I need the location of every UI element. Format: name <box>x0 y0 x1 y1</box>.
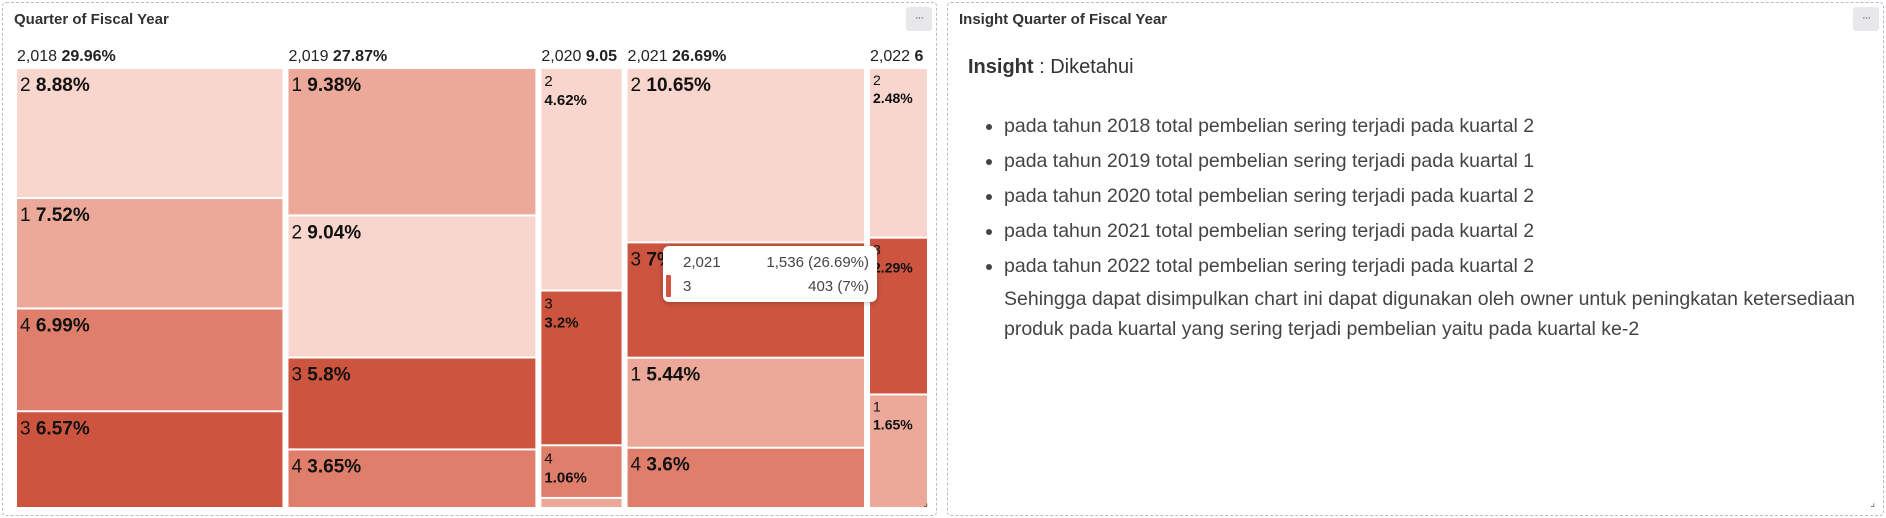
insight-value: : Diketahui <box>1039 56 1134 78</box>
insight-heading: Insight : Diketahui <box>968 56 1134 79</box>
insight-panel: Insight Quarter of Fiscal Year ··· Insig… <box>947 2 1884 516</box>
list-item: pada tahun 2020 total pembelian sering t… <box>1004 179 1886 214</box>
mosaic-cell[interactable] <box>288 69 536 215</box>
insight-list: pada tahun 2018 total pembelian sering t… <box>968 109 1886 344</box>
column-year-label: 2,021 26.69% <box>628 48 727 65</box>
cell-label: 1 7.52% <box>20 205 90 226</box>
mosaic-cell[interactable] <box>541 291 622 445</box>
mosaic-cell[interactable] <box>870 395 927 507</box>
tooltip-quarter-value: 403 (7%) <box>808 278 869 295</box>
cell-value-label: 2.29% <box>873 260 913 276</box>
cell-label: 4 3.6% <box>631 455 690 476</box>
tooltip-quarter: 3 <box>683 278 692 295</box>
cell-label: 3 5.8% <box>291 365 350 386</box>
cell-value-label: 2.48% <box>873 90 913 106</box>
mosaic-cell[interactable] <box>627 358 865 447</box>
resize-handle-icon[interactable]: ⌟ <box>1870 498 1875 509</box>
mosaic-cell[interactable] <box>17 69 283 198</box>
mosaic-cell[interactable] <box>288 450 536 507</box>
cell-label: 2 10.65% <box>631 75 711 96</box>
cell-quarter-label: 3 <box>544 296 552 313</box>
cell-label: 3 6.57% <box>20 418 90 439</box>
resize-handle-icon[interactable]: ⌟ <box>923 498 928 509</box>
cell-quarter-label: 1 <box>873 398 881 414</box>
mosaic-cell[interactable] <box>17 412 283 507</box>
cell-label: 4 3.65% <box>291 456 361 477</box>
list-item: pada tahun 2022 total pembelian sering t… <box>1004 249 1886 344</box>
mosaic-cell[interactable] <box>627 69 865 242</box>
cell-label: 1 9.38% <box>291 75 361 96</box>
mosaic-cell[interactable] <box>870 238 927 394</box>
cell-quarter-label: 4 <box>544 450 552 467</box>
cell-value-label: 4.62% <box>544 92 587 109</box>
column-year-label: 2,020 9.05 <box>541 48 617 65</box>
chart-panel-title: Quarter of Fiscal Year <box>14 11 169 28</box>
cell-label: 2 8.88% <box>20 75 90 96</box>
column-year-label: 2,019 27.87% <box>288 48 387 65</box>
chart-tooltip: 2,021 1,536 (26.69%) 3 403 (7%) <box>663 246 877 302</box>
cell-value-label: 1.65% <box>873 416 913 432</box>
insight-panel-title: Insight Quarter of Fiscal Year <box>959 11 1168 28</box>
mosaic-cell[interactable] <box>17 199 283 308</box>
cell-label: 4 6.99% <box>20 315 90 336</box>
tooltip-year: 2,021 <box>683 254 721 271</box>
mosaic-cell[interactable] <box>541 446 622 497</box>
mosaic-cell[interactable] <box>288 358 536 449</box>
cell-value-label: 1.06% <box>544 469 587 486</box>
column-year-label: 2,022 6 <box>870 48 923 65</box>
cell-value-label: 3.2% <box>544 315 578 332</box>
mosaic-cell[interactable] <box>541 498 622 507</box>
cell-quarter-label: 3 <box>873 242 881 258</box>
list-item: pada tahun 2018 total pembelian sering t… <box>1004 109 1886 144</box>
column-year-label: 2,018 29.96% <box>17 48 116 65</box>
mosaic-cell[interactable] <box>17 309 283 411</box>
mosaic-chart[interactable]: 2,018 29.96% 2 8.88% 1 7.52% 4 6.99% 3 6.57%… <box>3 3 938 517</box>
cell-quarter-label: 2 <box>544 73 552 90</box>
more-options-icon[interactable]: ··· <box>1853 7 1879 31</box>
list-item: pada tahun 2019 total pembelian sering t… <box>1004 144 1886 179</box>
chart-panel: Quarter of Fiscal Year ··· 2,018 29.96% 2… <box>2 2 937 516</box>
more-options-icon[interactable]: ··· <box>906 7 932 31</box>
cell-label: 2 9.04% <box>291 222 361 243</box>
mosaic-cell[interactable] <box>541 69 622 290</box>
conclusion-text: Sehingga dapat disimpulkan chart ini dap… <box>1004 288 1856 340</box>
cell-label: 1 5.44% <box>631 365 701 386</box>
mosaic-cell[interactable] <box>627 448 865 507</box>
tooltip-year-value: 1,536 (26.69%) <box>766 254 869 271</box>
list-item: pada tahun 2021 total pembelian sering t… <box>1004 214 1886 249</box>
cell-quarter-label: 2 <box>873 72 881 88</box>
mosaic-cell[interactable] <box>870 69 927 237</box>
mosaic-cell[interactable] <box>288 216 536 357</box>
insight-label: Insight <box>968 56 1034 78</box>
tooltip-color-marker <box>666 275 671 297</box>
